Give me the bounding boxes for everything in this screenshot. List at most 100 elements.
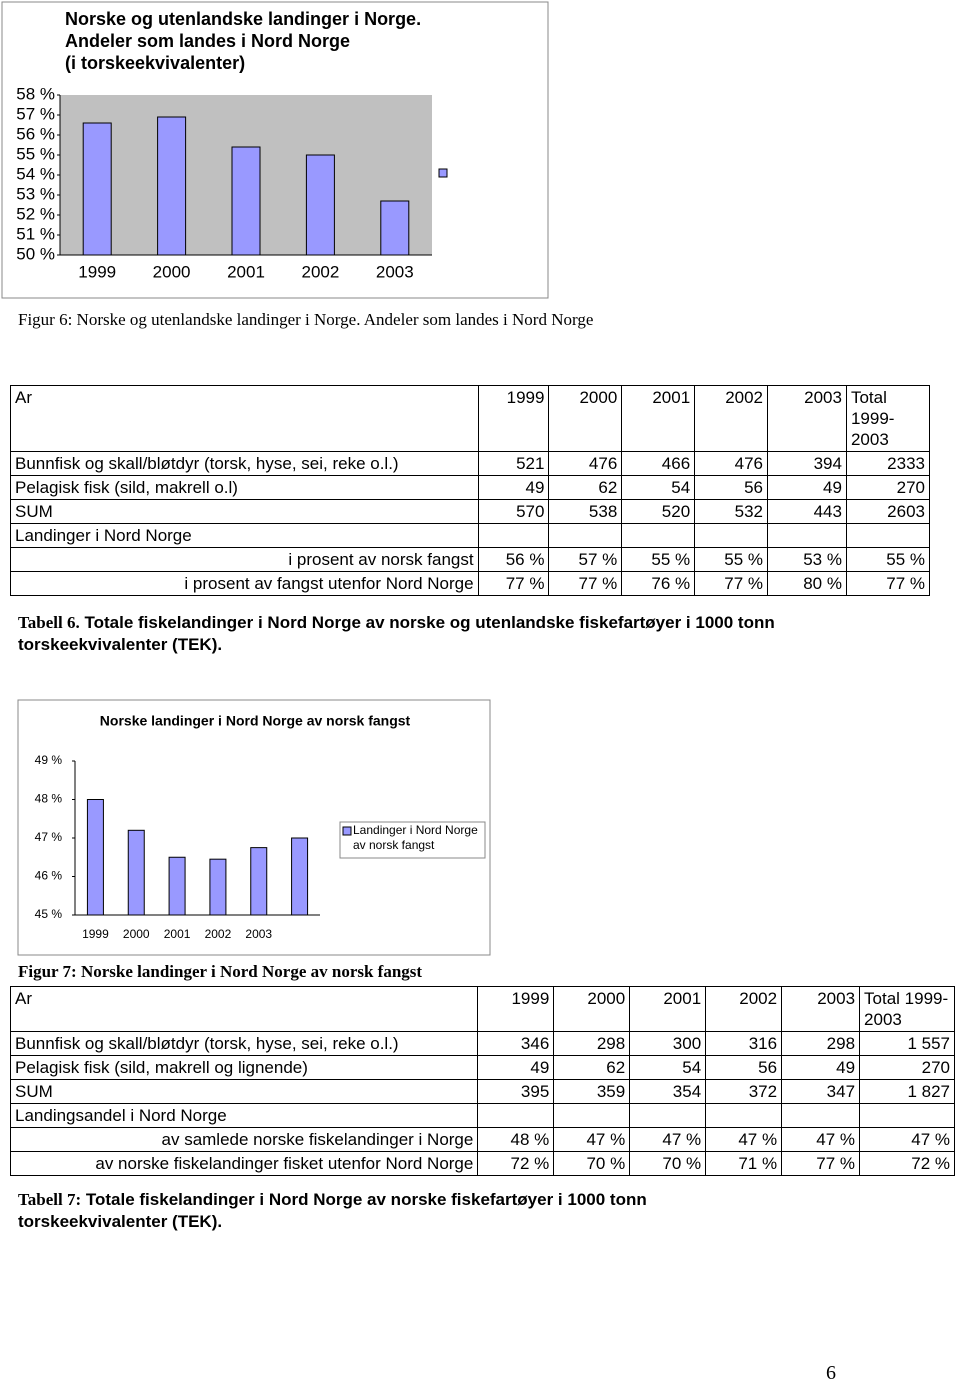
table-cell: 49 [477,475,550,500]
empty-cell [781,1103,861,1128]
table-row: av norske fiskelandinger fisket utenfor … [9,1151,955,1176]
chart-title: Andeler som landes i Nord Norge [65,31,350,51]
header-cell: 2000 [553,986,631,1032]
table-row: Pelagisk fisk (sild, makrell o.l) 49 62 54 5… [10,475,931,500]
table-cell: 77 % [477,571,550,596]
table-row: Bunnfisk og skall/bløtdyr (torsk, hyse, … [9,1031,955,1056]
table-cell: 538 [548,499,623,524]
empty-cell [845,523,931,548]
x-tick-label: 2002 [301,262,339,281]
table-cell: 62 [548,475,623,500]
table-cell: 359 [553,1079,631,1104]
x-tick-label: 2000 [123,927,150,941]
table-cell: 57 % [548,547,623,572]
table-cell: 56 % [477,547,550,572]
bar [127,829,145,916]
table-cell: 47 % [781,1127,861,1152]
table-cell: 54 [621,475,696,500]
table-row: SUM 395 359 354 372 347 1 827 [9,1079,955,1104]
chart-title: (i torskeekvivalenter) [65,53,245,73]
figure-caption: Figur 6: Norske og utenlandske landinger… [18,310,594,329]
table-cell: 77 % [781,1151,861,1176]
y-tick-label: 57 % [16,104,55,123]
table-cell: 49 [781,1055,861,1080]
table-cell: 47 % [553,1127,631,1152]
table-cell: 49 [477,1055,555,1080]
table-cell: SUM [10,499,479,524]
table-cell: 72 % [859,1151,955,1176]
table-cell: 49 [767,475,847,500]
bar [250,847,268,916]
bar [82,122,112,256]
table-cell: 77 % [845,571,931,596]
table-cell: av norske fiskelandinger fisket utenfor … [9,1151,479,1176]
header-cell: 1999 [477,385,550,452]
header-row: Ar 1999 2000 2001 2002 2003 Total 1999-2003 [9,986,955,1032]
table-cell: 270 [859,1055,955,1080]
table-cell: i prosent av fangst utenfor Nord Norge [10,571,479,596]
empty-cell [629,1103,707,1128]
table-row: i prosent av fangst utenfor Nord Norge 77… [10,571,931,596]
table-row: av samlede norske fiskelandinger i Norge… [9,1127,955,1152]
y-tick-label: 48 % [35,792,63,806]
y-tick-label: 47 % [35,830,63,844]
y-tick-label: 50 % [16,244,55,263]
table-cell: 466 [621,451,696,476]
table-cell: 395 [477,1079,555,1104]
header-cell: 2000 [548,385,623,452]
header-cell: Ar [9,986,479,1032]
table-row: Bunnfisk og skall/bløtdyr (torsk, hyse, … [10,451,931,476]
caption-label: Tabell 7: [18,1190,82,1209]
table: Ar 1999 2000 2001 2002 2003 Total 1999-2003 Bun… [10,385,931,596]
x-tick-label: 2001 [227,262,265,281]
table-cell: 47 % [705,1127,783,1152]
table-cell: Landingsandel i Nord Norge [9,1103,479,1128]
page-number: 6 [826,1362,836,1384]
x-tick-label: 2000 [153,262,191,281]
legend-swatch [342,826,352,836]
y-tick-label: 56 % [16,124,55,143]
caption-label: Tabell 6. [18,613,80,632]
table-cell: Pelagisk fisk (sild, makrell og lignende… [9,1055,479,1080]
table-row: Landingsandel i Nord Norge [9,1103,955,1128]
table-cell: 48 % [477,1127,555,1152]
empty-cell [705,1103,783,1128]
x-tick-label: 2003 [376,262,414,281]
legend-item: Landinger i Nord Norge av norsk fangst [353,823,478,852]
table-cell: 47 % [859,1127,955,1152]
table-row: SUM 570 538 520 532 443 2603 [10,499,931,524]
plot-area [75,761,320,915]
legend-box [339,821,486,859]
table-cell: 80 % [767,571,847,596]
table-cell: SUM [9,1079,479,1104]
bar [305,154,335,256]
chart-title: Norske og utenlandske landinger i Norge. [65,9,421,29]
table-cell: 2603 [845,499,931,524]
bar [168,856,186,916]
table-cell: 1 557 [859,1031,955,1056]
y-tick-label: 45 % [35,907,63,921]
table-cell: 2333 [845,451,931,476]
x-tick-label: 2001 [164,927,191,941]
table-cell: 476 [548,451,623,476]
table-cell: 372 [705,1079,783,1104]
header-cell: 2001 [621,385,696,452]
table-cell: i prosent av norsk fangst [10,547,479,572]
table-cell: 55 % [694,547,769,572]
y-tick-label: 52 % [16,204,55,223]
x-tick-label: 2003 [245,927,272,941]
table-cell: 346 [477,1031,555,1056]
caption-text: Totale fiskelandinger i Nord Norge av no… [18,613,775,654]
table: Ar 1999 2000 2001 2002 2003 Total 1999-2003 Bun… [9,986,955,1176]
table-cell: 316 [705,1031,783,1056]
chart-title: Norske landinger i Nord Norge av norsk f… [100,713,411,729]
empty-cell [694,523,769,548]
header-cell: Total 1999-2003 [845,385,931,452]
table-cell: 54 [629,1055,707,1080]
header-row: Ar 1999 2000 2001 2002 2003 Total 1999-2003 [10,385,931,452]
y-tick-label: 54 % [16,164,55,183]
table-row: i prosent av norsk fangst 56 % 57 % 55 % 55 … [10,547,931,572]
y-tick-label: 58 % [16,84,55,103]
table-cell: Bunnfisk og skall/bløtdyr (torsk, hyse, … [10,451,479,476]
